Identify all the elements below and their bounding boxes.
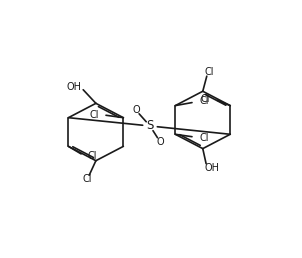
Text: Cl: Cl — [83, 174, 92, 184]
Text: Cl: Cl — [88, 151, 97, 161]
Text: O: O — [132, 105, 140, 115]
Text: S: S — [146, 119, 154, 132]
Text: OH: OH — [205, 163, 220, 173]
Text: OH: OH — [66, 82, 81, 92]
Text: Cl: Cl — [205, 67, 214, 77]
Text: Cl: Cl — [199, 96, 209, 106]
Text: Cl: Cl — [89, 110, 99, 120]
Text: Cl: Cl — [200, 94, 210, 104]
Text: Cl: Cl — [199, 133, 209, 143]
Text: O: O — [156, 137, 164, 147]
